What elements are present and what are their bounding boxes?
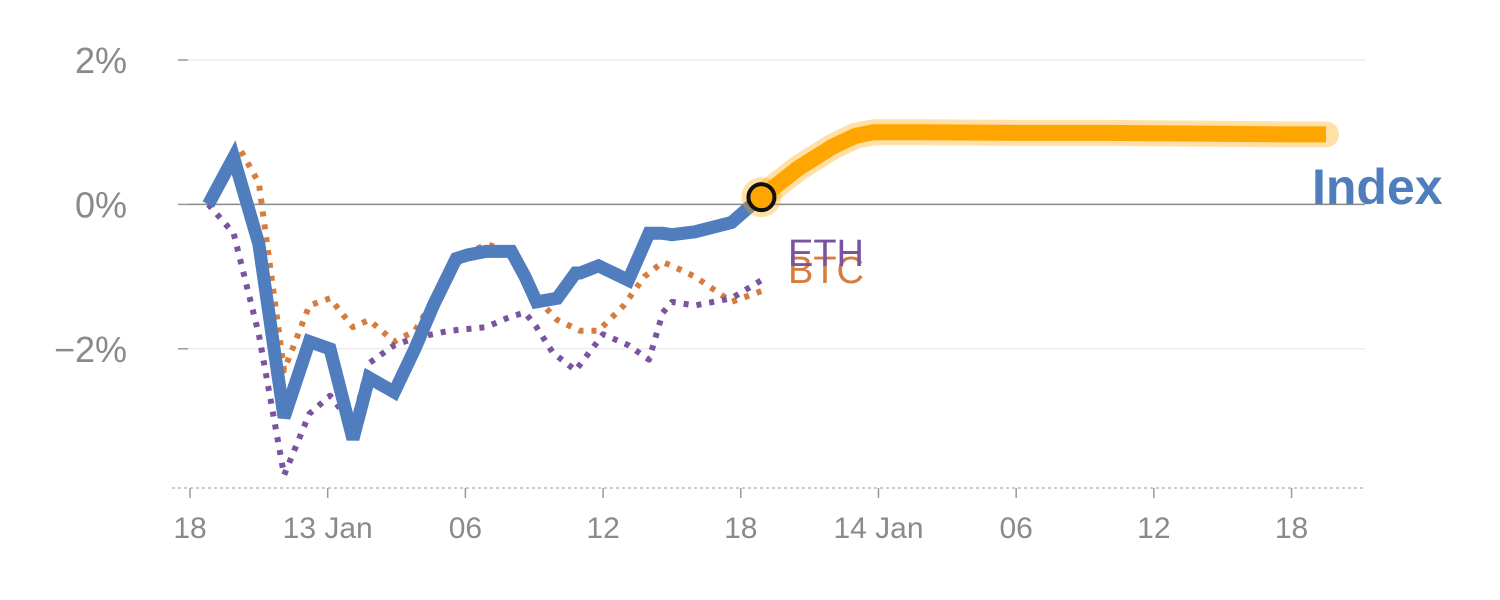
series-label-eth: ETH: [788, 233, 864, 275]
x-tick-label: 06: [449, 512, 482, 545]
y-tick-label: −2%: [54, 329, 127, 370]
x-tick-label: 18: [724, 512, 757, 545]
y-tick-label: 2%: [75, 40, 127, 81]
y-tick-label: 0%: [75, 184, 127, 225]
x-tick-label: 12: [586, 512, 619, 545]
forecast-start-marker[interactable]: [741, 177, 782, 218]
series-labels: BTC ETH Index: [788, 159, 1443, 292]
marker-dot: [746, 182, 777, 213]
x-tick-label: 14 Jan: [833, 512, 923, 545]
x-tick-label: 18: [1275, 512, 1308, 545]
series-line-index: [202, 140, 766, 441]
series-label-btc: BTC: [788, 250, 864, 292]
gridlines: [178, 59, 1365, 350]
x-tick-label: 13 Jan: [283, 512, 373, 545]
series-label-index: Index: [1312, 159, 1443, 215]
series-lines: [202, 119, 1339, 479]
series-line-btc: [205, 147, 763, 374]
x-tick-label: 12: [1137, 512, 1170, 545]
x-axis: 18 13 Jan 06 12 18 14 Jan 06 12 18: [172, 487, 1365, 545]
series-line-index-forecast: [756, 124, 1326, 204]
x-tick-label: 18: [173, 512, 206, 545]
x-tick-label: 06: [999, 512, 1032, 545]
y-axis-ticks: 2% 0% −2%: [54, 40, 127, 370]
series-line-eth: [206, 202, 763, 479]
